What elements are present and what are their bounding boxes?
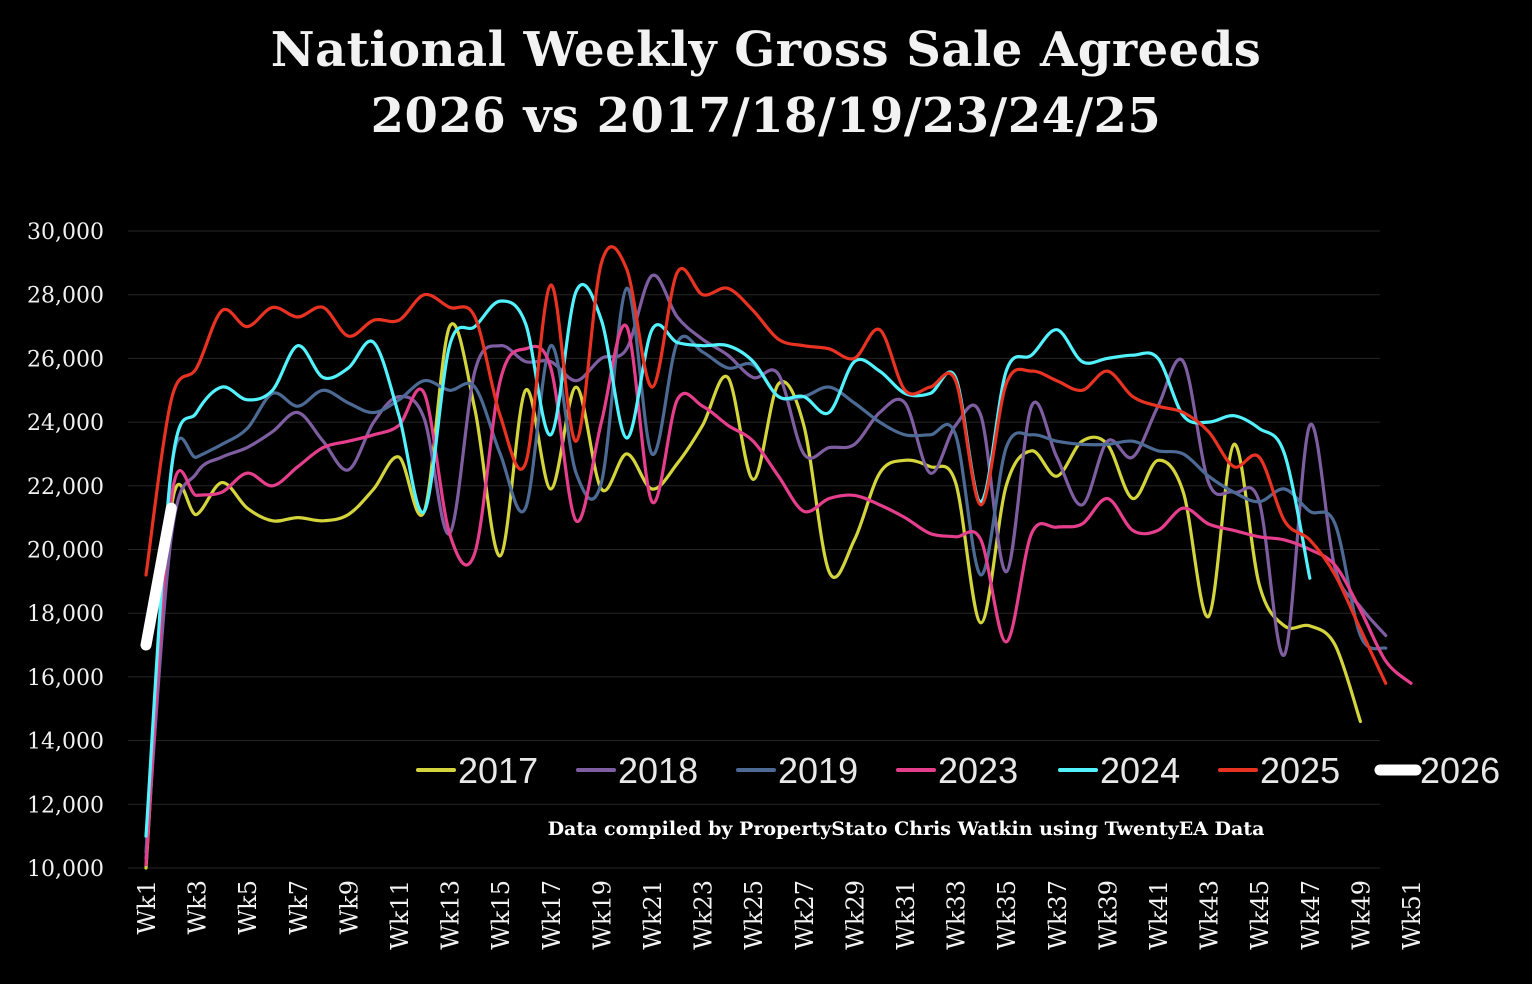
x-tick-label: Wk41 [1145,880,1173,950]
x-tick-label: Wk51 [1398,880,1426,950]
x-tick-label: Wk39 [1094,880,1122,950]
x-tick-label: Wk17 [538,880,566,950]
x-tick-label: Wk25 [740,880,768,950]
series-line-2024 [144,283,1312,838]
x-tick-label: Wk3 [184,880,212,934]
chart-title: National Weekly Gross Sale Agreeds [270,22,1262,78]
x-tick-label: Wk15 [487,880,515,950]
x-tick-label: Wk9 [335,880,363,934]
y-tick-label: 28,000 [27,284,104,309]
x-tick-label: Wk11 [386,880,414,950]
series-line-2019 [144,286,1388,854]
x-tick-label: Wk33 [943,880,971,950]
x-tick-label: Wk13 [437,880,465,950]
x-tick-label: Wk27 [791,880,819,950]
y-tick-label: 26,000 [27,347,104,372]
x-tick-label: Wk1 [133,880,161,934]
y-tick-label: 14,000 [27,730,104,755]
y-tick-label: 16,000 [27,666,104,691]
series-line-2023 [144,323,1413,867]
legend-label-2026: 2026 [1420,750,1500,791]
legend-label-2019: 2019 [778,750,858,791]
legend-label-2024: 2024 [1100,750,1180,791]
x-tick-label: Wk37 [1044,880,1072,950]
legend-label-2025: 2025 [1260,750,1340,791]
data-source-note: Data compiled by PropertyStato Chris Wat… [548,818,1265,840]
y-tick-label: 10,000 [27,857,104,882]
x-tick-label: Wk29 [841,880,869,950]
y-tick-label: 24,000 [27,411,104,436]
x-tick-label: Wk45 [1246,880,1274,950]
x-tick-label: Wk35 [993,880,1021,950]
x-tick-label: Wk43 [1196,880,1224,950]
chart-subtitle: 2026 vs 2017/18/19/23/24/25 [370,88,1162,144]
y-tick-label: 20,000 [27,539,104,564]
series-line-2026 [140,502,177,651]
legend-label-2018: 2018 [618,750,698,791]
x-tick-label: Wk7 [285,880,313,934]
x-tick-label: Wk23 [690,880,718,950]
y-tick-label: 12,000 [27,793,104,818]
x-tick-label: Wk47 [1297,880,1325,950]
x-tick-label: Wk31 [892,880,920,950]
x-tick-label: Wk5 [234,880,262,934]
x-tick-label: Wk49 [1347,880,1375,950]
y-tick-label: 30,000 [27,220,104,245]
series-line-2018 [144,273,1388,860]
x-tick-label: Wk19 [588,880,616,950]
x-tick-label: Wk21 [639,880,667,950]
y-tick-label: 18,000 [27,602,104,627]
y-tick-label: 22,000 [27,475,104,500]
legend-label-2023: 2023 [938,750,1018,791]
series-line-2017 [144,322,1362,870]
series-line-2025 [144,245,1388,685]
legend-label-2017: 2017 [458,750,538,791]
